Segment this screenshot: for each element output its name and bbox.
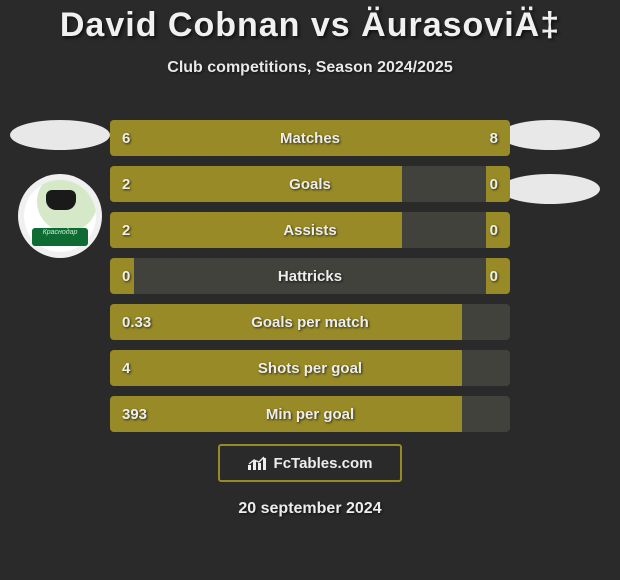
stat-label: Matches bbox=[110, 130, 510, 147]
stat-label: Shots per goal bbox=[110, 360, 510, 377]
bull-icon bbox=[46, 190, 76, 210]
stat-bar-overlay: 4Shots per goal bbox=[110, 350, 510, 386]
stat-bar-overlay: 0Hattricks0 bbox=[110, 258, 510, 294]
stat-label: Goals per match bbox=[110, 314, 510, 331]
stat-label: Hattricks bbox=[110, 268, 510, 285]
stat-bar: 0.33Goals per match bbox=[110, 304, 510, 340]
avatar-placeholder-right-1 bbox=[500, 120, 600, 150]
stat-bar-overlay: 393Min per goal bbox=[110, 396, 510, 432]
stat-bar: 0Hattricks0 bbox=[110, 258, 510, 294]
stat-bar: 2Goals0 bbox=[110, 166, 510, 202]
stat-bar-overlay: 2Goals0 bbox=[110, 166, 510, 202]
stat-bar-overlay: 2Assists0 bbox=[110, 212, 510, 248]
comparison-bars: 6Matches8 2Goals0 2Assists0 0Hattricks0 0.33… bbox=[110, 120, 510, 442]
stat-bar: 2Assists0 bbox=[110, 212, 510, 248]
right-team-column bbox=[500, 120, 600, 228]
stat-bar: 393Min per goal bbox=[110, 396, 510, 432]
team-badge-left: Краснодар bbox=[18, 174, 102, 258]
stat-label: Goals bbox=[110, 176, 510, 193]
stat-label: Assists bbox=[110, 222, 510, 239]
stat-bar-overlay: 0.33Goals per match bbox=[110, 304, 510, 340]
stat-label: Min per goal bbox=[110, 406, 510, 423]
stat-bar: 4Shots per goal bbox=[110, 350, 510, 386]
stat-bar-overlay: 6Matches8 bbox=[110, 120, 510, 156]
page-subtitle: Club competitions, Season 2024/2025 bbox=[0, 59, 620, 77]
comparison-infographic: David Cobnan vs ÄurasoviÄ‡ Club competit… bbox=[0, 0, 620, 580]
stat-bar: 6Matches8 bbox=[110, 120, 510, 156]
bar-chart-icon bbox=[248, 456, 268, 470]
avatar-placeholder-left bbox=[10, 120, 110, 150]
brand-box: FcTables.com bbox=[218, 444, 402, 482]
avatar-placeholder-right-2 bbox=[500, 174, 600, 204]
left-team-column: Краснодар bbox=[10, 120, 110, 258]
badge-ribbon: Краснодар bbox=[32, 228, 88, 246]
team-badge-inner: Краснодар bbox=[24, 180, 96, 252]
page-title: David Cobnan vs ÄurasoviÄ‡ bbox=[0, 0, 620, 45]
brand-text: FcTables.com bbox=[274, 455, 373, 472]
date-label: 20 september 2024 bbox=[0, 500, 620, 518]
